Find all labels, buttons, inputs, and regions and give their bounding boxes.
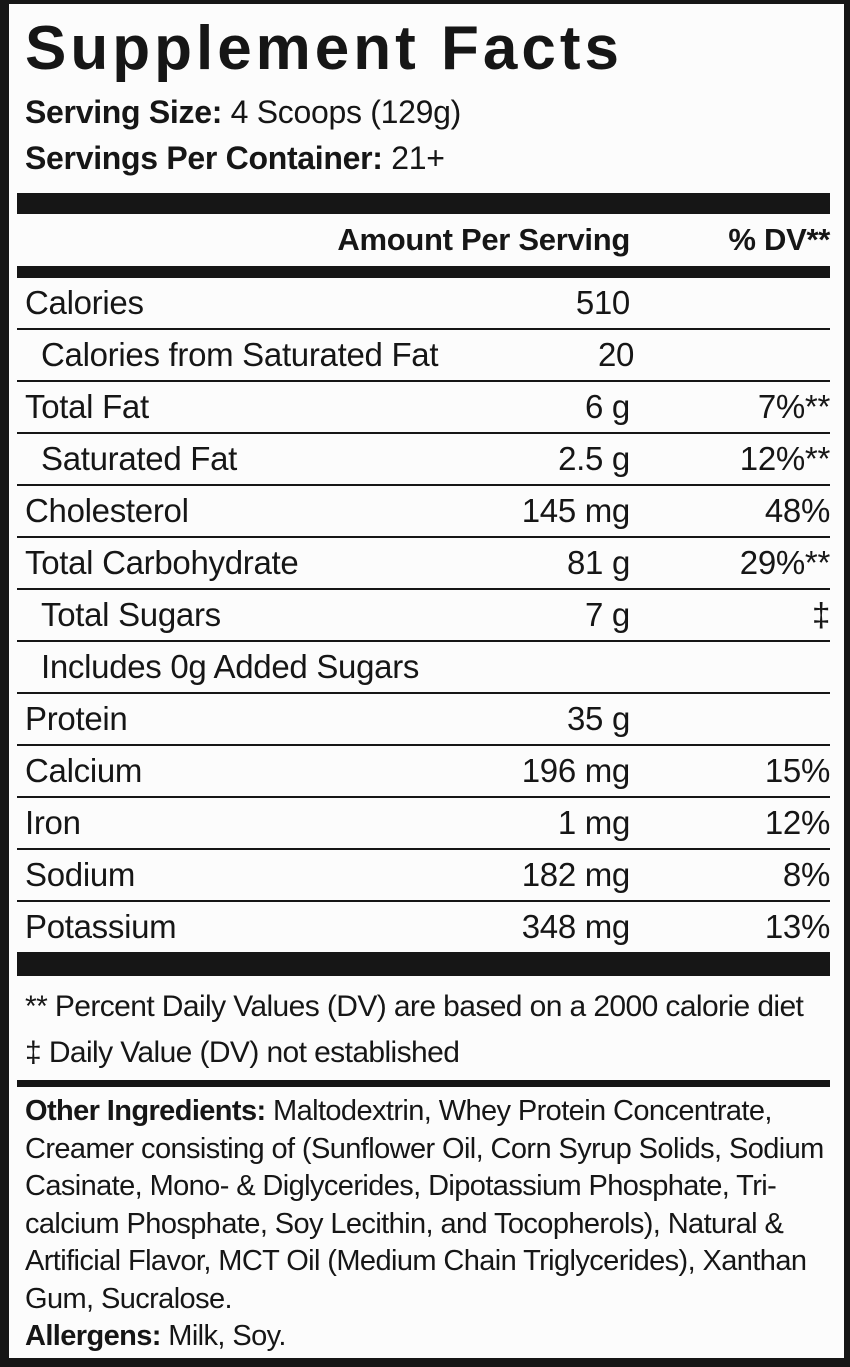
table-row-sodium: Sodium 182 mg 8%: [17, 850, 830, 903]
percent-dv-header: % DV**: [728, 222, 830, 258]
nutrient-name: Calories from Saturated Fat: [41, 336, 439, 374]
table-row-total-carbohydrate: Total Carbohydrate 81 g 29%**: [17, 538, 831, 591]
serving-size-line: Serving Size: 4 Scoops (129g): [17, 89, 830, 135]
nutrient-name: Iron: [25, 804, 81, 842]
nutrient-amount: 2.5 g: [558, 440, 630, 478]
nutrient-amount: 81 g: [566, 544, 630, 582]
other-ingredients-text: Maltodextrin, Whey Protein Concentrate, …: [25, 1095, 824, 1315]
nutrient-dv: 12%**: [739, 440, 831, 478]
nutrient-dv: 29%**: [739, 544, 831, 582]
servings-per-container-line: Servings Per Container: 21+: [17, 135, 830, 181]
nutrient-amount: 145 mg: [521, 492, 631, 530]
table-row-potassium: Potassium 348 mg 13%: [17, 902, 830, 955]
table-row-saturated-fat: Saturated Fat 2.5 g 12%**: [17, 434, 831, 487]
nutrient-dv: 48%: [764, 492, 830, 530]
nutrient-amount: 35 g: [566, 700, 630, 738]
nutrient-dv: 12%: [764, 804, 830, 842]
nutrient-name: Saturated Fat: [41, 440, 238, 478]
nutrient-amount: 6 g: [585, 388, 630, 426]
nutrient-name: Potassium: [25, 908, 177, 946]
nutrient-name: Total Carbohydrate: [25, 544, 299, 582]
nutrient-amount: 1 mg: [557, 804, 630, 842]
divider-thick-bottom: [17, 954, 830, 977]
nutrient-name: Total Sugars: [41, 596, 221, 634]
amount-per-serving-header: Amount Per Serving: [337, 222, 630, 258]
serving-size-value: 4 Scoops (129g): [222, 94, 462, 131]
nutrient-amount: 7 g: [585, 596, 630, 634]
nutrient-name: Includes 0g Added Sugars: [41, 648, 420, 686]
nutrient-amount: 348 mg: [521, 908, 631, 946]
allergens-text: Milk, Soy.: [160, 1320, 286, 1353]
table-row-total-fat: Total Fat 6 g 7%**: [17, 382, 830, 435]
divider-thick-header: [17, 266, 830, 279]
table-row-calories: Calories 510: [17, 278, 830, 331]
nutrient-name: Calories: [25, 284, 144, 322]
table-row-calories-from-saturated-fat: Calories from Saturated Fat 20: [17, 330, 830, 383]
table-row-calcium: Calcium 196 mg 15%: [17, 746, 830, 799]
nutrient-name: Cholesterol: [25, 492, 189, 530]
other-ingredients-paragraph: Other Ingredients: Maltodextrin, Whey Pr…: [17, 1093, 830, 1318]
table-row-protein: Protein 35 g: [17, 694, 830, 747]
table-row-total-sugars: Total Sugars 7 g ‡: [17, 590, 830, 643]
dagger-footnote: ‡ Daily Value (DV) not established: [25, 1036, 460, 1070]
servings-per-container-label: Servings Per Container:: [25, 140, 383, 177]
other-ingredients-label: Other Ingredients:: [25, 1095, 266, 1128]
divider-medium: [17, 1080, 830, 1088]
nutrient-amount: 510: [575, 284, 630, 322]
table-row-cholesterol: Cholesterol 145 mg 48%: [17, 486, 830, 539]
nutrient-dv: 7%**: [757, 388, 830, 426]
allergens-label: Allergens:: [25, 1320, 161, 1353]
nutrient-dv: 13%: [764, 908, 830, 946]
servings-per-container-value: 21+: [382, 140, 445, 177]
nutrient-amount: 182 mg: [521, 856, 631, 894]
percent-dv-footnote: ** Percent Daily Values (DV) are based o…: [25, 990, 804, 1024]
table-header-row: Amount Per Serving % DV**: [17, 214, 830, 266]
serving-size-label: Serving Size:: [25, 94, 223, 131]
nutrient-name: Protein: [25, 700, 128, 738]
divider-thick-top: [17, 193, 830, 215]
nutrient-dv: 15%: [764, 752, 830, 790]
nutrient-dv: 8%: [782, 856, 830, 894]
footnotes: ** Percent Daily Values (DV) are based o…: [17, 976, 830, 1080]
table-row-added-sugars: Includes 0g Added Sugars: [17, 642, 830, 695]
nutrient-name: Total Fat: [25, 388, 149, 426]
nutrient-amount: 196 mg: [521, 752, 631, 790]
nutrient-name: Calcium: [25, 752, 143, 790]
nutrient-amount: 20: [598, 336, 635, 374]
label-title: Supplement Facts: [25, 14, 623, 83]
nutrient-name: Sodium: [25, 856, 136, 894]
allergens-line: Allergens: Milk, Soy.: [17, 1318, 830, 1356]
table-row-iron: Iron 1 mg 12%: [17, 798, 830, 851]
nutrient-dv: ‡: [811, 596, 830, 634]
